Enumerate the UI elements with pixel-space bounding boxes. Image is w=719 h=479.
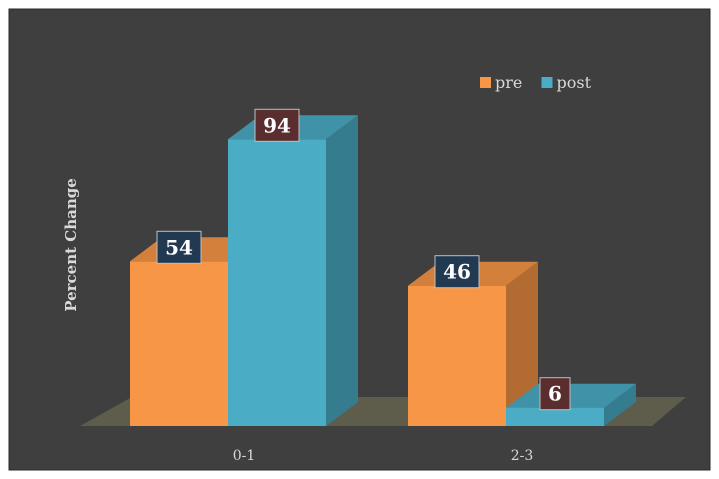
data-label-post-2-3: 6 [539, 377, 571, 411]
svg-text:6: 6 [548, 382, 562, 406]
svg-text:54: 54 [165, 235, 193, 259]
data-label-post-0-1: 94 [254, 108, 300, 142]
plot-area: 54 94 46 6 [80, 108, 686, 427]
legend-label-pre: pre [495, 73, 522, 92]
y-axis-label: Percent Change [62, 178, 80, 312]
x-tick-label-2-3: 2-3 [511, 448, 534, 464]
legend: pre post [480, 73, 592, 92]
legend-swatch-pre [480, 77, 491, 88]
svg-text:46: 46 [443, 260, 471, 284]
legend-label-post: post [557, 73, 592, 92]
legend-swatch-post [541, 77, 553, 88]
data-label-pre-0-1: 54 [156, 230, 202, 264]
x-axis-ticks: 0-1 2-3 [233, 448, 534, 464]
svg-text:94: 94 [263, 113, 291, 137]
bar-post-0-1 [228, 115, 358, 427]
legend-item-pre: pre [480, 73, 522, 92]
legend-item-post: post [541, 73, 592, 92]
data-label-pre-2-3: 46 [434, 255, 480, 289]
x-tick-label-0-1: 0-1 [233, 448, 256, 464]
bar-post-2-3 [506, 383, 636, 426]
